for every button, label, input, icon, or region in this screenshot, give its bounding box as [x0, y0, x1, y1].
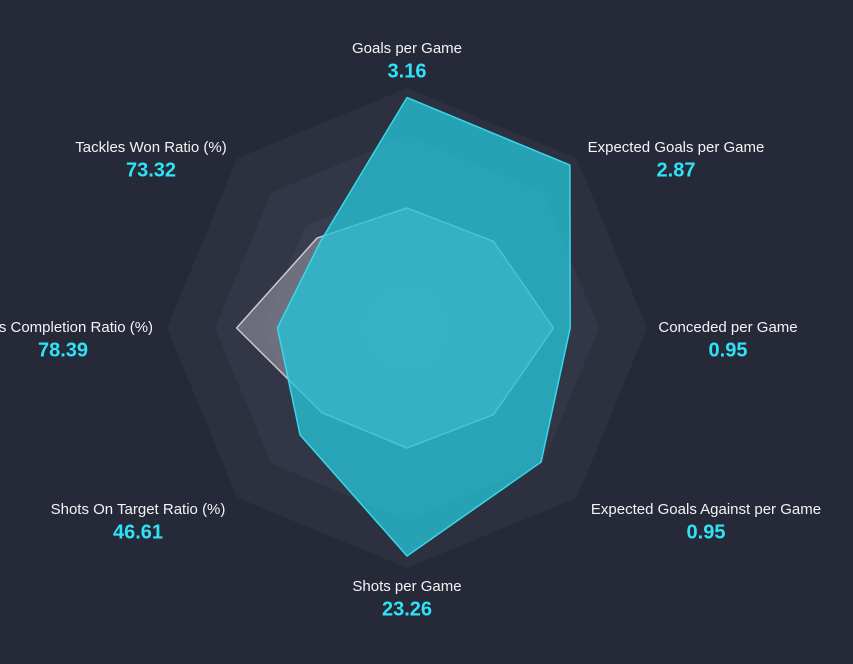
axis-value: 78.39 [38, 339, 88, 361]
axis-label: Shots On Target Ratio (%) [51, 501, 226, 518]
axis-value: 46.61 [113, 521, 163, 543]
axis-label: Pass Completion Ratio (%) [0, 319, 153, 336]
axis-label: Expected Goals per Game [588, 139, 765, 156]
axis-label: Conceded per Game [658, 319, 797, 336]
axis-value: 73.32 [126, 159, 176, 181]
axis-label: Shots per Game [352, 578, 461, 595]
axis-label: Expected Goals Against per Game [591, 501, 821, 518]
axis-value: 3.16 [388, 60, 427, 82]
axis-value: 0.95 [709, 339, 748, 361]
axis-label: Tackles Won Ratio (%) [75, 139, 226, 156]
axis-value: 23.26 [382, 598, 432, 620]
radar-area [276, 96, 571, 557]
axis-value: 2.87 [657, 159, 696, 181]
axis-label: Goals per Game [352, 40, 462, 57]
axis-value: 0.95 [687, 521, 726, 543]
